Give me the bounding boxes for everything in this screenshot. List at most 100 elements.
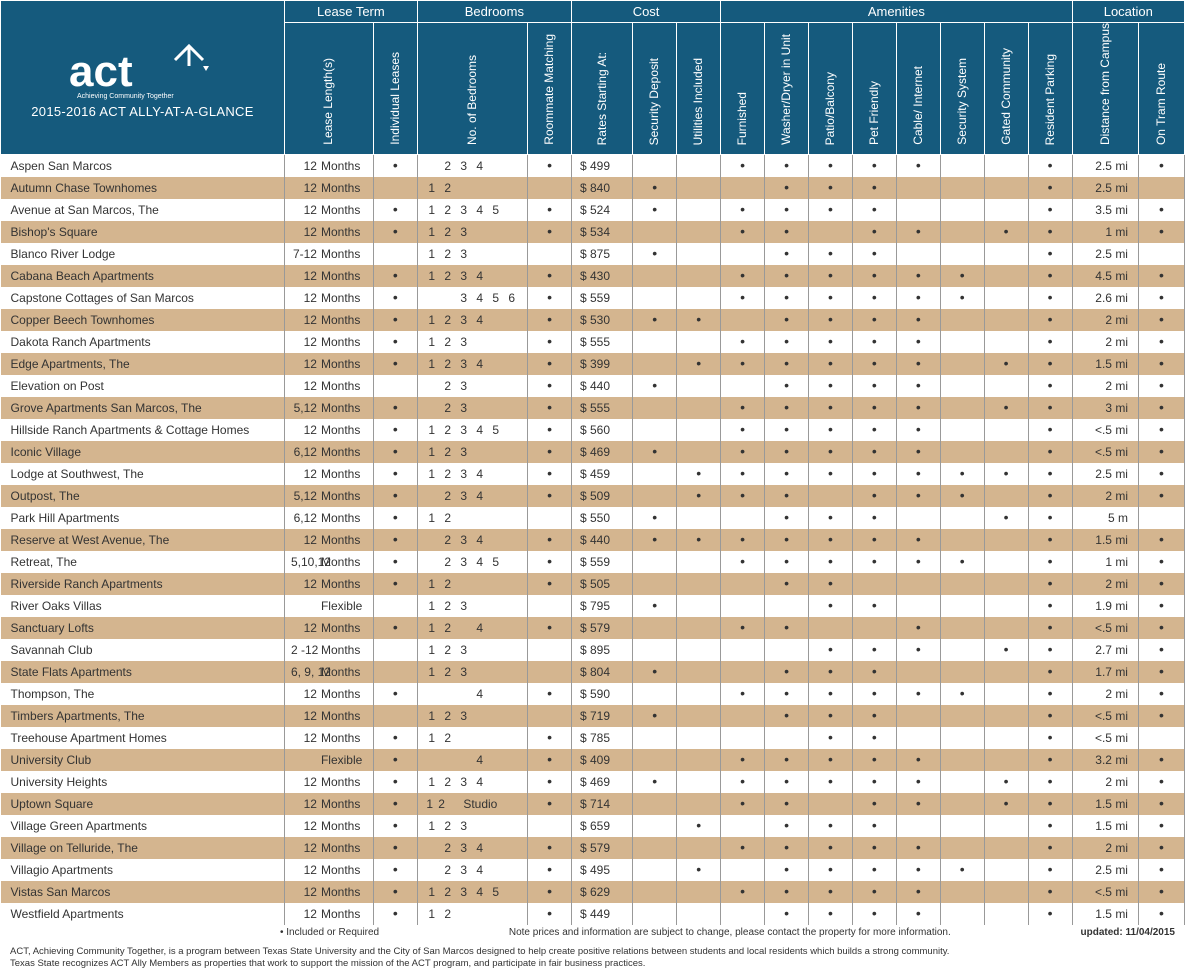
security-deposit: • bbox=[633, 375, 677, 397]
distance: 2.5 mi bbox=[1072, 463, 1138, 485]
bedroom-slot: 3 bbox=[456, 313, 472, 327]
security-deposit bbox=[633, 683, 677, 705]
col-roommate-matching: Roommate Matching bbox=[528, 23, 572, 155]
property-name: Timbers Apartments, The bbox=[1, 705, 285, 727]
resident-parking: • bbox=[1028, 661, 1072, 683]
pet-friendly: • bbox=[852, 529, 896, 551]
bedrooms: 123 bbox=[417, 661, 527, 683]
bedroom-slot bbox=[488, 731, 504, 745]
bedroom-slot bbox=[504, 643, 520, 657]
security-deposit: • bbox=[633, 705, 677, 727]
bedroom-slot bbox=[456, 511, 472, 525]
security-deposit: • bbox=[633, 309, 677, 331]
pet-friendly: • bbox=[852, 749, 896, 771]
tram-route: • bbox=[1138, 309, 1184, 331]
bedroom-slot: 1 bbox=[424, 445, 440, 459]
patio-balcony: • bbox=[808, 199, 852, 221]
bedroom-slot bbox=[472, 181, 488, 195]
distance: 1.5 mi bbox=[1072, 815, 1138, 837]
distance: 2 mi bbox=[1072, 573, 1138, 595]
bedroom-slot bbox=[456, 753, 472, 767]
bedrooms: 12 bbox=[417, 727, 527, 749]
tram-route: • bbox=[1138, 903, 1184, 925]
bedroom-slot bbox=[488, 709, 504, 723]
property-name: State Flats Apartments bbox=[1, 661, 285, 683]
bedrooms: 234 bbox=[417, 837, 527, 859]
pet-friendly: • bbox=[852, 463, 896, 485]
cable-internet: • bbox=[896, 265, 940, 287]
distance: 1.7 mi bbox=[1072, 661, 1138, 683]
resident-parking: • bbox=[1028, 265, 1072, 287]
security-system bbox=[940, 749, 984, 771]
bedroom-slot bbox=[424, 533, 440, 547]
property-table: act Achieving Community Together 2015-20… bbox=[0, 0, 1185, 925]
bedroom-slot bbox=[472, 335, 488, 349]
roommate-matching: • bbox=[528, 353, 572, 375]
furnished bbox=[721, 661, 765, 683]
patio-balcony: • bbox=[808, 573, 852, 595]
security-deposit: • bbox=[633, 177, 677, 199]
bedroom-slot bbox=[504, 269, 520, 283]
bedroom-slot: 1 bbox=[424, 885, 440, 899]
bedroom-slot bbox=[472, 731, 488, 745]
gated-community bbox=[984, 903, 1028, 925]
resident-parking: • bbox=[1028, 419, 1072, 441]
gated-community bbox=[984, 485, 1028, 507]
table-row: Riverside Ranch Apartments12Months•12•$ … bbox=[1, 573, 1185, 595]
utilities-included bbox=[677, 727, 721, 749]
security-system bbox=[940, 727, 984, 749]
bedroom-slot bbox=[488, 665, 504, 679]
bedroom-slot bbox=[488, 489, 504, 503]
bedroom-slot bbox=[504, 885, 520, 899]
bedroom-slot bbox=[504, 753, 520, 767]
bedroom-slot: 2 bbox=[440, 841, 456, 855]
property-name: Village on Telluride, The bbox=[1, 837, 285, 859]
security-deposit: • bbox=[633, 199, 677, 221]
bedrooms: 123 bbox=[417, 595, 527, 617]
property-name: Savannah Club bbox=[1, 639, 285, 661]
bedroom-slot bbox=[440, 753, 456, 767]
patio-balcony: • bbox=[808, 375, 852, 397]
col-tram: On Tram Route bbox=[1138, 23, 1184, 155]
bedroom-slot: 2 bbox=[440, 203, 456, 217]
patio-balcony: • bbox=[808, 287, 852, 309]
furnished: • bbox=[721, 793, 765, 815]
washer-dryer: • bbox=[765, 859, 809, 881]
security-system bbox=[940, 397, 984, 419]
bedroom-slot: 4 bbox=[472, 203, 488, 217]
cable-internet: • bbox=[896, 529, 940, 551]
washer-dryer: • bbox=[765, 903, 809, 925]
furnished bbox=[721, 595, 765, 617]
roommate-matching: • bbox=[528, 881, 572, 903]
resident-parking: • bbox=[1028, 463, 1072, 485]
furnished: • bbox=[721, 419, 765, 441]
cable-internet: • bbox=[896, 837, 940, 859]
property-name: Grove Apartments San Marcos, The bbox=[1, 397, 285, 419]
resident-parking: • bbox=[1028, 573, 1072, 595]
individual-leases: • bbox=[373, 287, 417, 309]
patio-balcony bbox=[808, 793, 852, 815]
security-system bbox=[940, 837, 984, 859]
bedroom-slot bbox=[504, 181, 520, 195]
furnished: • bbox=[721, 749, 765, 771]
bedroom-slot bbox=[472, 643, 488, 657]
tram-route: • bbox=[1138, 595, 1184, 617]
tram-route bbox=[1138, 727, 1184, 749]
distance: 4.5 mi bbox=[1072, 265, 1138, 287]
cable-internet: • bbox=[896, 749, 940, 771]
washer-dryer: • bbox=[765, 419, 809, 441]
individual-leases: • bbox=[373, 727, 417, 749]
pet-friendly: • bbox=[852, 705, 896, 727]
bedroom-slot: 3 bbox=[456, 643, 472, 657]
patio-balcony bbox=[808, 617, 852, 639]
rate: $ 440 bbox=[571, 529, 632, 551]
bedrooms: 124 bbox=[417, 617, 527, 639]
svg-text:act: act bbox=[69, 47, 133, 96]
tram-route: • bbox=[1138, 199, 1184, 221]
bedrooms: 123 bbox=[417, 243, 527, 265]
cable-internet bbox=[896, 661, 940, 683]
bedrooms: 123 bbox=[417, 639, 527, 661]
utilities-included bbox=[677, 793, 721, 815]
disclaimer-line-2: Texas State recognizes ACT Ally Members … bbox=[10, 958, 1175, 970]
resident-parking: • bbox=[1028, 617, 1072, 639]
